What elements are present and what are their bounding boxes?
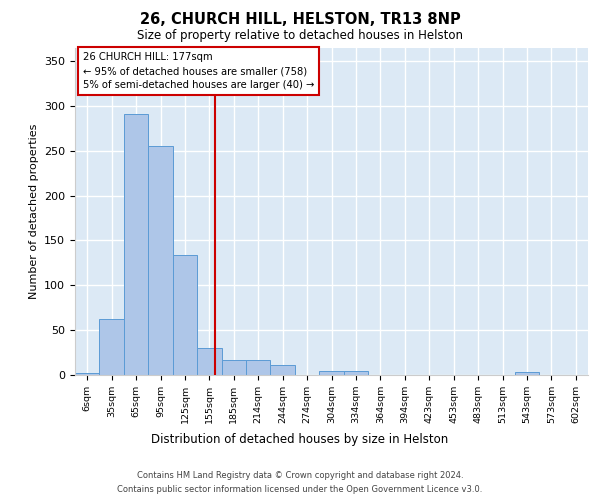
- Bar: [515, 372, 539, 375]
- Bar: [246, 360, 271, 375]
- Bar: [148, 146, 173, 375]
- Bar: [100, 320, 124, 375]
- Text: 26 CHURCH HILL: 177sqm
← 95% of detached houses are smaller (758)
5% of semi-det: 26 CHURCH HILL: 177sqm ← 95% of detached…: [83, 52, 314, 90]
- Bar: [344, 370, 368, 375]
- Text: Distribution of detached houses by size in Helston: Distribution of detached houses by size …: [151, 432, 449, 446]
- Text: Size of property relative to detached houses in Helston: Size of property relative to detached ho…: [137, 29, 463, 42]
- Text: Contains HM Land Registry data © Crown copyright and database right 2024.: Contains HM Land Registry data © Crown c…: [137, 471, 463, 480]
- Bar: [173, 255, 197, 375]
- Y-axis label: Number of detached properties: Number of detached properties: [29, 124, 38, 299]
- Text: 26, CHURCH HILL, HELSTON, TR13 8NP: 26, CHURCH HILL, HELSTON, TR13 8NP: [140, 12, 460, 28]
- Bar: [319, 370, 344, 375]
- Bar: [124, 114, 148, 375]
- Text: Contains public sector information licensed under the Open Government Licence v3: Contains public sector information licen…: [118, 485, 482, 494]
- Bar: [221, 360, 246, 375]
- Bar: [75, 373, 100, 375]
- Bar: [271, 365, 295, 375]
- Bar: [197, 348, 221, 375]
